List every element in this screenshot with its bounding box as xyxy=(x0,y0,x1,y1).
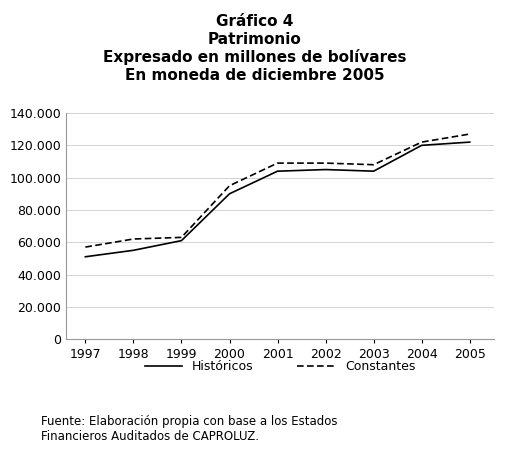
Text: Gráfico 4
Patrimonio
Expresado en millones de bolívares
En moneda de diciembre 2: Gráfico 4 Patrimonio Expresado en millon… xyxy=(103,14,406,82)
Legend: Históricos, Constantes: Históricos, Constantes xyxy=(139,355,420,378)
Text: Fuente: Elaboración propia con base a los Estados
Financieros Auditados de CAPRO: Fuente: Elaboración propia con base a lo… xyxy=(41,415,337,443)
